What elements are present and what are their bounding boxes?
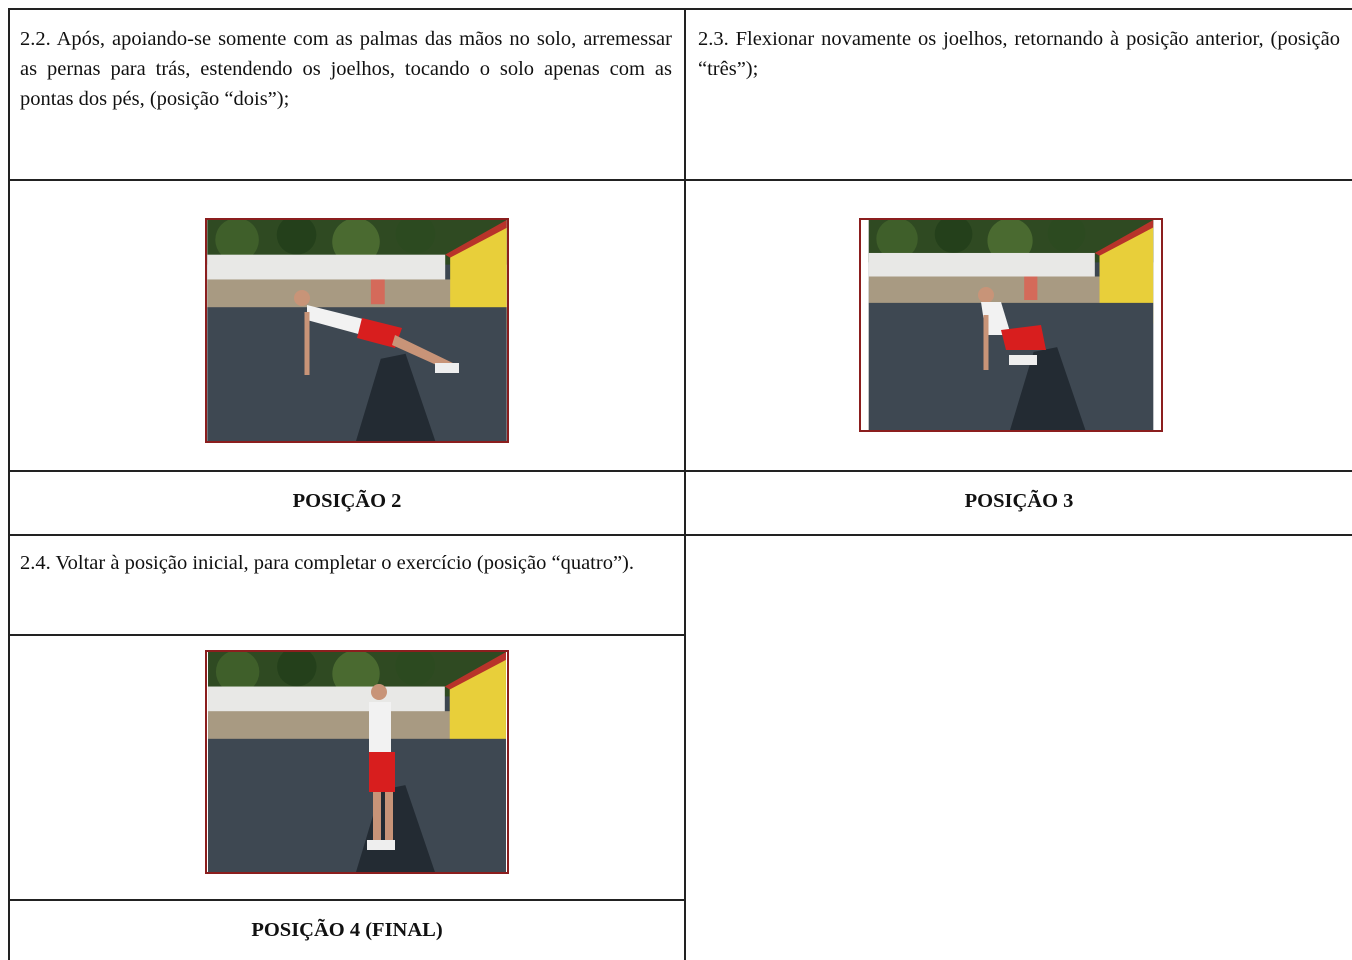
step-text: 2.4. Voltar à posição inicial, para comp… — [20, 552, 634, 574]
photo — [859, 218, 1163, 432]
rule — [8, 634, 685, 636]
rule — [684, 8, 686, 960]
photo — [205, 218, 509, 443]
rule — [8, 470, 1352, 472]
rule — [8, 179, 1352, 181]
photo — [205, 650, 509, 874]
caption: POSIÇÃO 4 (FINAL) — [251, 919, 443, 941]
rule — [8, 534, 1352, 536]
step-text: 2.3. Flexionar novamente os joelhos, ret… — [698, 28, 1340, 80]
rule — [8, 8, 10, 960]
caption: POSIÇÃO 2 — [292, 490, 402, 512]
caption: POSIÇÃO 3 — [964, 490, 1074, 512]
rule — [8, 899, 685, 901]
rule — [8, 8, 1352, 10]
step-text: 2.2. Após, apoiando-se somente com as pa… — [20, 28, 672, 110]
